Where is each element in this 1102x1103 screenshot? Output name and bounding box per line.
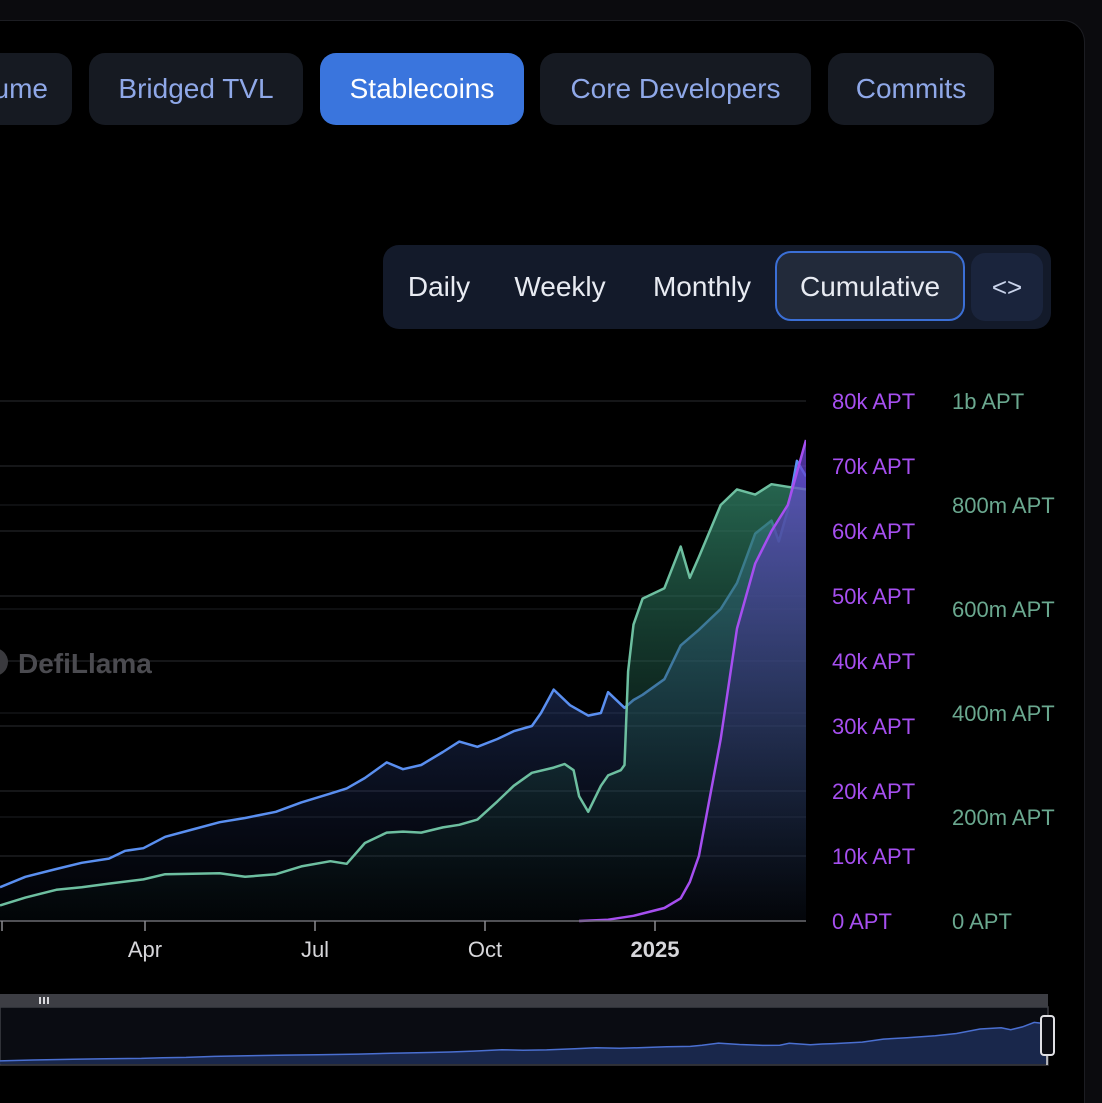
right-y-axis: 0 APT 200m APT 400m APT 600m APT 800m APT 1b …: [952, 389, 1055, 934]
left-axis-tick-label: 20k APT: [832, 779, 915, 804]
range-slider[interactable]: [0, 994, 1055, 1066]
slider-handle-right[interactable]: [1040, 1015, 1055, 1056]
right-axis-tick-label: 600m APT: [952, 597, 1055, 622]
x-axis: Apr Jul Oct 2025: [1, 921, 680, 962]
stablecoins-chart: DefiLlama Apr Jul Oct 2025 0 APT 10k APT 20k …: [0, 389, 1055, 1066]
slider-preview-line: [0, 1021, 1047, 1062]
metric-tabs: ume Bridged TVL Stablecoins Core Develop…: [0, 53, 1084, 125]
left-axis-tick-label: 30k APT: [832, 714, 915, 739]
watermark-text: DefiLlama: [18, 648, 152, 679]
slider-grip-icon: [39, 997, 41, 1004]
tab-volume[interactable]: ume: [0, 53, 72, 125]
x-tick-label: Oct: [468, 937, 502, 962]
period-selector: Daily Weekly Monthly Cumulative <>: [383, 245, 1051, 329]
series-1-line: [0, 482, 806, 907]
slider-grip-mark: [47, 997, 49, 1004]
x-tick-label: 2025: [631, 937, 680, 962]
series-2-area: [579, 440, 806, 921]
watermark: DefiLlama: [0, 648, 152, 679]
tab-stablecoins[interactable]: Stablecoins: [320, 53, 524, 125]
left-axis-tick-label: 80k APT: [832, 389, 915, 414]
embed-code-button[interactable]: <>: [971, 253, 1043, 321]
slider-track-bar[interactable]: [0, 994, 1048, 1007]
period-cumulative-button[interactable]: Cumulative: [775, 251, 965, 321]
series-1-area: [0, 484, 806, 921]
slider-preview-area: [0, 1022, 1046, 1064]
left-axis-tick-label: 60k APT: [832, 519, 915, 544]
left-axis-tick-label: 0 APT: [832, 909, 892, 934]
x-tick-label: Jul: [301, 937, 329, 962]
left-y-axis: 0 APT 10k APT 20k APT 30k APT 40k APT 50k APT…: [832, 389, 915, 934]
left-axis-tick-label: 10k APT: [832, 844, 915, 869]
series-2-line: [579, 439, 806, 923]
period-daily-button[interactable]: Daily: [407, 271, 471, 302]
right-axis-tick-label: 800m APT: [952, 493, 1055, 518]
tab-commits[interactable]: Commits: [828, 53, 994, 125]
right-axis-tick-label: 1b APT: [952, 389, 1024, 414]
right-axis-tick-label: 0 APT: [952, 909, 1012, 934]
period-weekly-button[interactable]: Weekly: [514, 271, 606, 302]
left-axis-tick-label: 70k APT: [832, 454, 915, 479]
tab-bridged-tvl[interactable]: Bridged TVL: [89, 53, 303, 125]
right-axis-tick-label: 200m APT: [952, 805, 1055, 830]
tab-core-developers[interactable]: Core Developers: [540, 53, 811, 125]
plot-area: [0, 439, 806, 923]
x-tick-label: Apr: [128, 937, 162, 962]
right-axis-tick-label: 400m APT: [952, 701, 1055, 726]
period-monthly-button[interactable]: Monthly: [652, 271, 752, 302]
chart-panel: ume Bridged TVL Stablecoins Core Develop…: [0, 20, 1085, 1103]
left-axis-tick-label: 40k APT: [832, 649, 915, 674]
left-axis-tick-label: 50k APT: [832, 584, 915, 609]
slider-grip-mark: [43, 997, 45, 1004]
defillama-logo-icon: [0, 649, 8, 675]
